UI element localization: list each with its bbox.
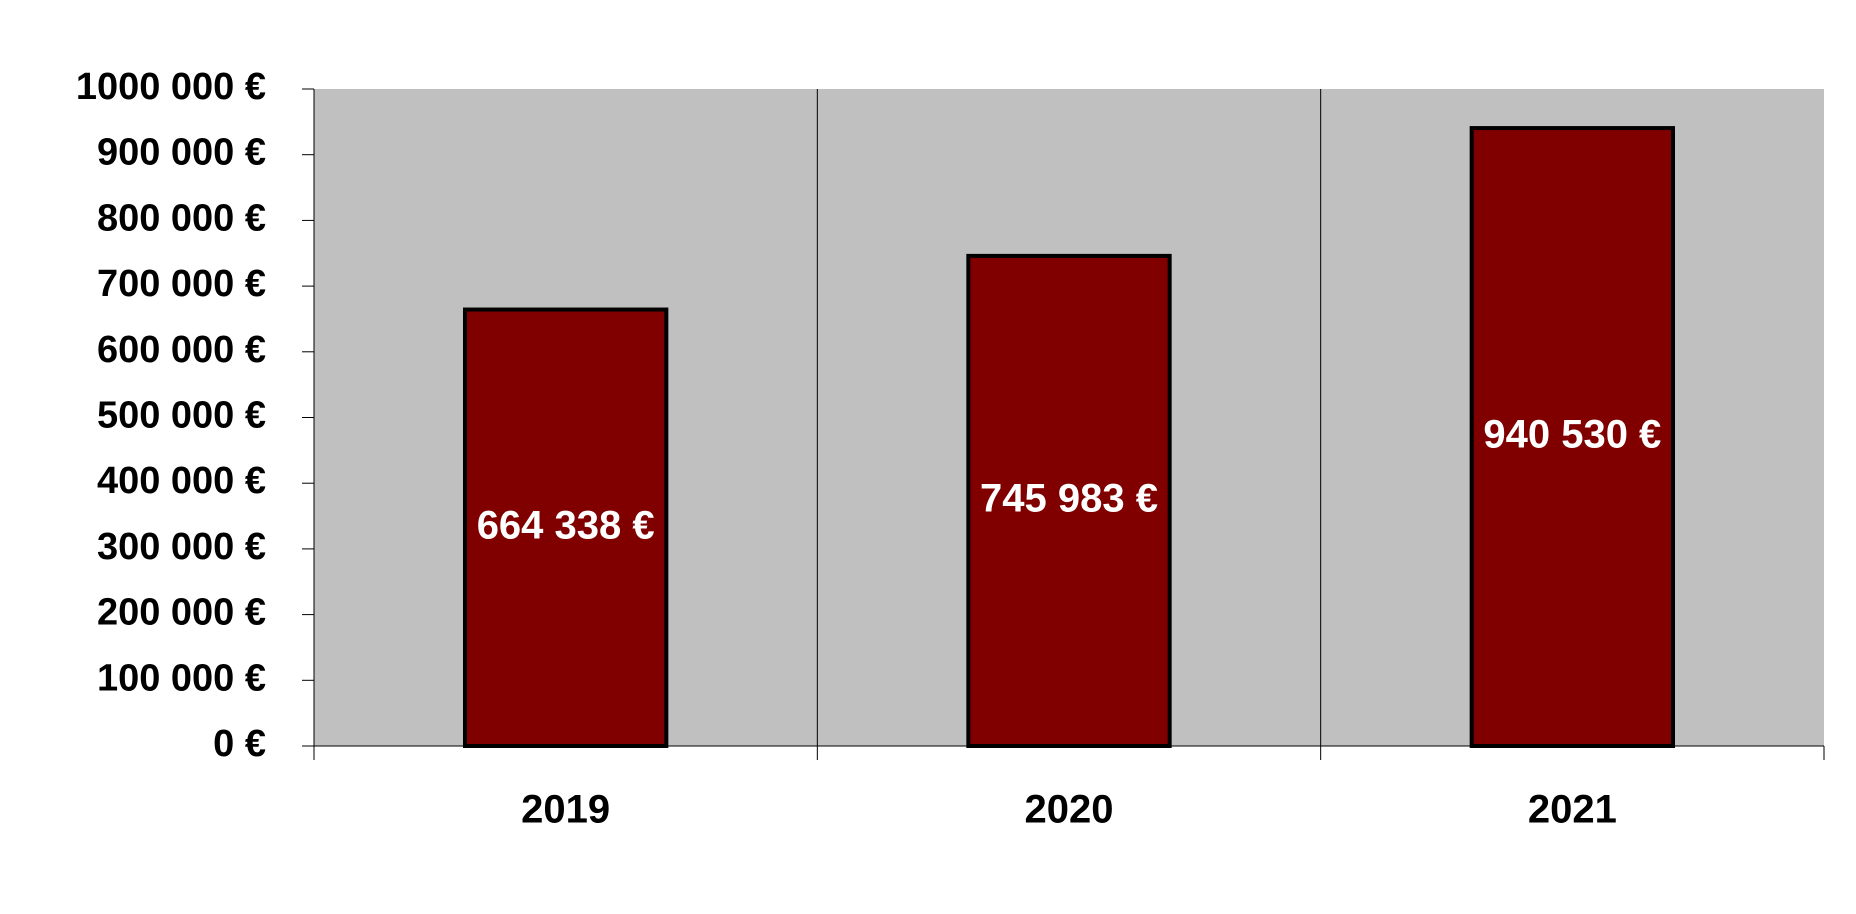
y-tick-label: 1000 000 € [76, 66, 266, 108]
y-tick-label: 100 000 € [97, 657, 266, 699]
y-tick-label: 800 000 € [97, 197, 266, 239]
y-tick-label: 600 000 € [97, 329, 266, 371]
y-tick-label: 300 000 € [97, 526, 266, 568]
bar [1469, 126, 1675, 749]
value-label: 940 530 € [1483, 413, 1661, 457]
y-tick-label: 900 000 € [97, 132, 266, 174]
x-tick-label: 2021 [1528, 788, 1617, 832]
x-tick-label: 2019 [521, 788, 610, 832]
value-label: 745 983 € [980, 477, 1158, 521]
x-tick-label: 2020 [1025, 788, 1114, 832]
y-tick-label: 200 000 € [97, 592, 266, 634]
y-tick-label: 400 000 € [97, 460, 266, 502]
bar [463, 307, 669, 748]
y-tick-label: 0 € [213, 723, 266, 765]
y-tick-label: 700 000 € [97, 263, 266, 305]
bar [966, 253, 1172, 749]
y-tick-label: 500 000 € [97, 395, 266, 437]
value-label: 664 338 € [477, 503, 655, 547]
